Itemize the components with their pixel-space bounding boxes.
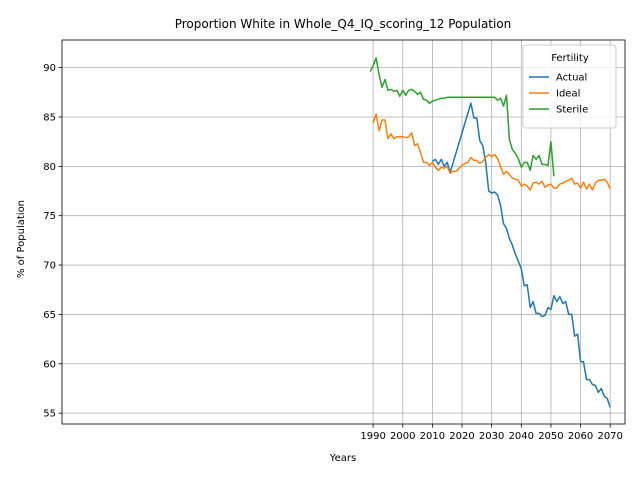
x-tick-label: 2020 (449, 431, 474, 442)
y-tick-label: 90 (43, 63, 56, 74)
x-tick-label: 2060 (568, 431, 593, 442)
x-tick-label: 2050 (538, 431, 563, 442)
x-tick-label: 1990 (360, 431, 385, 442)
y-tick-label: 70 (43, 261, 56, 272)
x-axis-label: Years (329, 453, 356, 464)
x-tick-label: 2030 (479, 431, 504, 442)
x-tick-label: 2000 (390, 431, 415, 442)
y-tick-label: 75 (43, 211, 56, 222)
y-tick-label: 65 (43, 310, 56, 321)
y-tick-label: 80 (43, 162, 56, 173)
legend-title: Fertility (551, 53, 589, 64)
legend-label-ideal: Ideal (556, 89, 580, 100)
x-tick-label: 2070 (597, 431, 622, 442)
legend-label-actual: Actual (556, 73, 587, 84)
y-tick-label: 85 (43, 112, 56, 123)
chart-title: Proportion White in Whole_Q4_IQ_scoring_… (175, 17, 512, 31)
legend-label-sterile: Sterile (556, 105, 588, 116)
y-tick-label: 55 (43, 409, 56, 420)
legend: Fertility Actual Ideal Sterile (523, 45, 616, 128)
x-tick-label: 2040 (509, 431, 534, 442)
y-tick-label: 60 (43, 359, 56, 370)
x-tick-label: 2010 (420, 431, 445, 442)
y-axis-label: % of Population (16, 200, 27, 278)
